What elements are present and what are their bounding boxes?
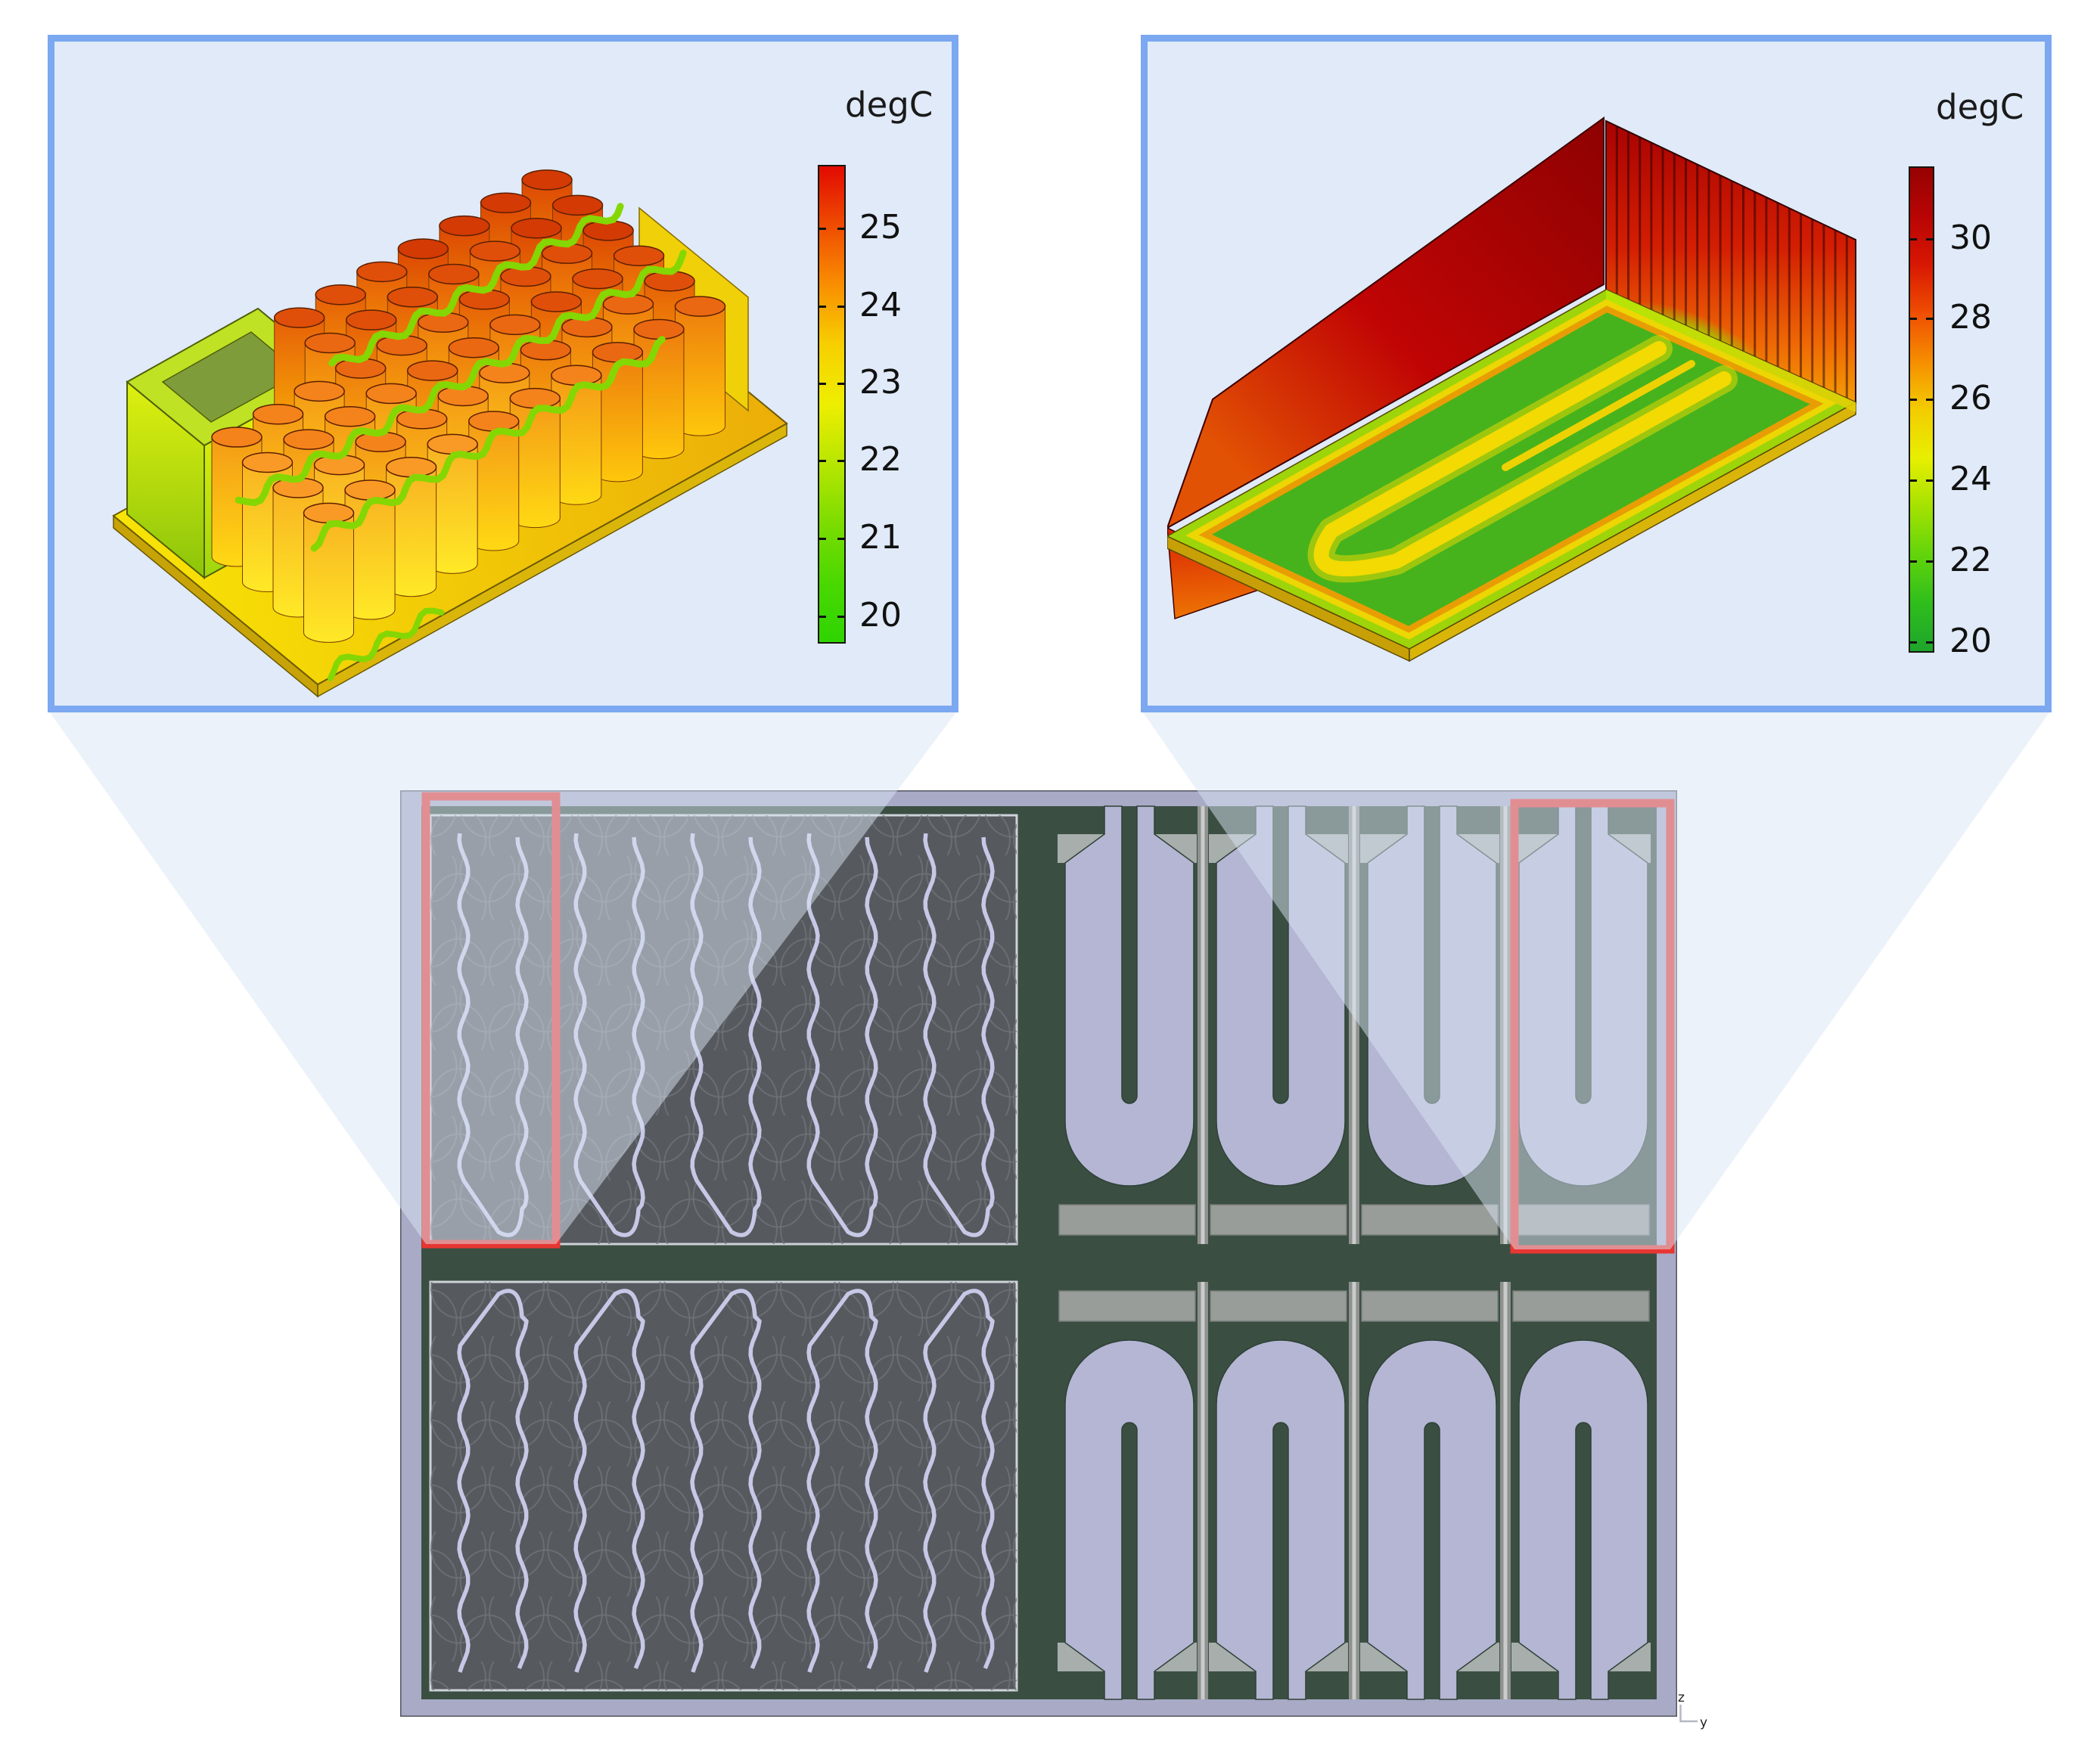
axis-label-y: y (1700, 1715, 1707, 1730)
colorbar-tick (837, 538, 844, 540)
colorbar-tick (819, 306, 826, 308)
colorbar-tick (837, 383, 844, 385)
inset-battery-module-3d: degC 25 24 23 22 21 20 (48, 35, 958, 712)
colorbar-tick (837, 306, 844, 308)
colorbar-tick (1926, 238, 1933, 240)
colorbar-tick (819, 538, 826, 540)
manifold-bar (1361, 1290, 1499, 1322)
cooling-tube-serpentine (923, 1289, 995, 1673)
cooling-serpentine (235, 250, 687, 507)
heatsink-side-wall (1167, 116, 1605, 529)
colorbar-tick-label: 24 (859, 286, 902, 324)
cooling-serpentine (328, 203, 624, 367)
colorbar-tick-label: 26 (1949, 379, 1992, 417)
colorbar-tick (1926, 399, 1933, 401)
colorbar-tick (837, 616, 844, 618)
cold-plate-u-channel (1216, 1339, 1346, 1700)
cold-plate-u-channel (1367, 1339, 1497, 1700)
colorbar-tick (1926, 479, 1933, 482)
callout-cone-right (1143, 712, 2049, 1249)
colorbar-tick (1926, 318, 1933, 320)
cooling-tube-serpentine (573, 1289, 645, 1673)
manifold-bar (1210, 1204, 1347, 1236)
colorbar-tick-label: 24 (1949, 460, 1992, 498)
inset-cold-plate-3d: degC 30 28 26 24 22 20 (1141, 35, 2052, 712)
manifold-bar (1058, 1290, 1196, 1322)
colorbar-tick (819, 460, 826, 462)
colorbar-tick-label: 22 (859, 440, 902, 479)
axis-lines (1679, 1705, 1698, 1723)
coolant-channel (1313, 341, 1732, 577)
callout-cone-left (50, 712, 956, 1244)
colorbar-tick (837, 460, 844, 462)
cold-plate-3d-render (1167, 116, 1857, 662)
cold-plate-u-channel (1064, 805, 1194, 1187)
colorbar-unit-label: degC (1936, 87, 2024, 127)
colorbar-tick (819, 228, 826, 230)
manifold-bar (1210, 1290, 1347, 1322)
colorbar-tick-label: 23 (859, 363, 902, 402)
colorbar-tick (1910, 399, 1917, 401)
colorbar-tick-label: 30 (1949, 219, 1992, 257)
colorbar-tick (1910, 318, 1917, 320)
manifold-bar (1512, 1290, 1650, 1322)
colorbar-tick (819, 383, 826, 385)
colorbar-tick (1910, 238, 1917, 240)
colorbar-tick-label: 20 (859, 596, 902, 635)
cold-plate-u-channel (1064, 1339, 1194, 1700)
colorbar-tick (1910, 479, 1917, 482)
cooling-tube-serpentine (923, 833, 995, 1237)
cooling-tube-serpentine (690, 1289, 762, 1673)
colorbar-tick (837, 228, 844, 230)
colorbar-tick (1910, 641, 1917, 644)
colorbar-tick-label: 22 (1949, 541, 1992, 579)
temperature-colorbar (818, 165, 846, 644)
colorbar-tick (1926, 560, 1933, 563)
colorbar-tick (1910, 560, 1917, 563)
battery-module-3d-render (112, 169, 788, 698)
cooling-serpentine (310, 336, 666, 552)
cooling-tube-serpentine (806, 833, 878, 1237)
colorbar-tick-label: 25 (859, 208, 902, 247)
axis-label-z: z (1678, 1690, 1685, 1705)
colorbar-unit-label: degC (845, 85, 934, 125)
colorbar-tick (819, 616, 826, 618)
cooling-tube-serpentine (806, 1289, 878, 1673)
cooling-serpentine (327, 607, 445, 681)
temperature-colorbar (1909, 166, 1934, 653)
colorbar-tick (1926, 641, 1933, 644)
cooling-tube-serpentine (457, 1289, 529, 1673)
colorbar-tick-label: 28 (1949, 298, 1992, 337)
manifold-bar (1058, 1204, 1196, 1236)
colorbar-tick-label: 21 (859, 518, 902, 557)
manifold-bar (1361, 1204, 1499, 1236)
colorbar-tick-label: 20 (1949, 622, 1992, 660)
cold-plate-u-channel (1518, 1339, 1648, 1700)
axis-orientation-glyph: z y (1678, 1690, 1707, 1730)
